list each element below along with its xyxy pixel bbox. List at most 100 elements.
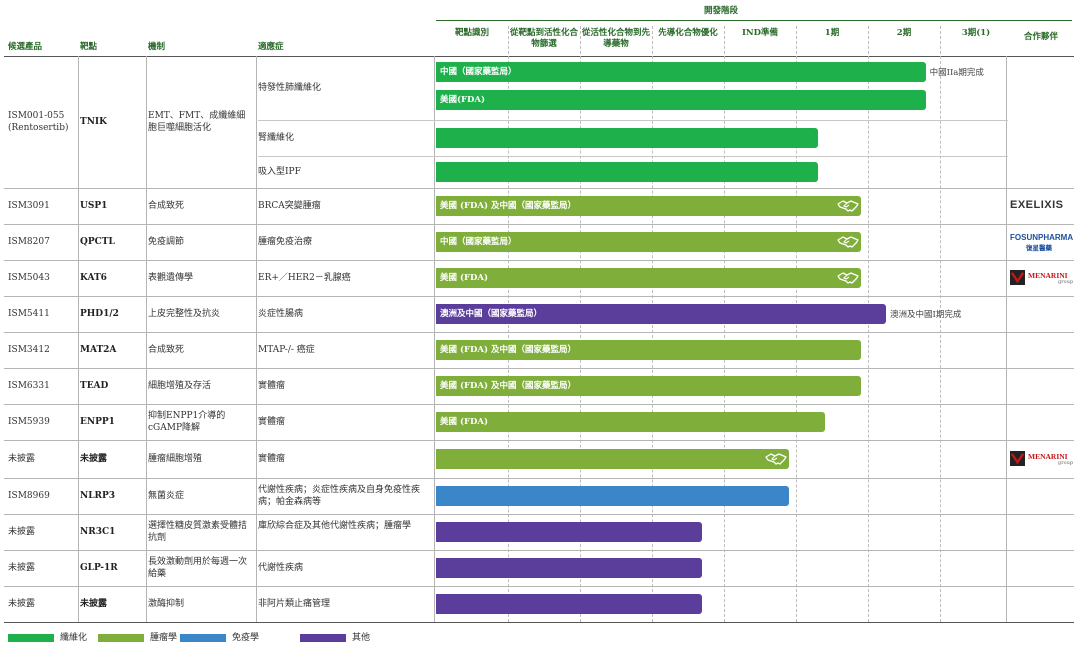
legend-item-fibrosis: 纖維化 bbox=[8, 632, 118, 644]
mechanism-text: 腫瘤細胞增殖 bbox=[148, 454, 203, 464]
indication-text: 非阿片類止痛管理 bbox=[258, 599, 331, 609]
candidate-name: 未披露 bbox=[8, 527, 36, 537]
handshake-icon bbox=[837, 200, 859, 212]
row-divider bbox=[4, 404, 1074, 405]
candidate-name: ISM3412 bbox=[8, 345, 50, 355]
stage-header-1: 靶點識別 bbox=[454, 28, 489, 38]
pipeline-bar: 中國（國家藥監局） bbox=[436, 62, 926, 82]
candidate-name: ISM8969 bbox=[8, 491, 50, 501]
indication-divider bbox=[258, 120, 1008, 121]
legend-item-immunology: 免疫學 bbox=[180, 632, 290, 644]
mechanism-text: 免疫調節 bbox=[148, 237, 185, 247]
indication-text: 炎症性腸病 bbox=[258, 309, 304, 319]
stage-divider-1 bbox=[508, 26, 509, 622]
bar-status-note: 澳洲及中國I期完成 bbox=[890, 310, 962, 320]
target-name: MAT2A bbox=[80, 345, 117, 355]
handshake-icon bbox=[837, 236, 859, 248]
legend-label: 其他 bbox=[352, 633, 371, 643]
bar-label: 美國 (FDA) 及中國（國家藥監局） bbox=[440, 381, 576, 391]
legend-label: 腫瘤學 bbox=[150, 633, 178, 643]
target-name: NLRP3 bbox=[80, 491, 116, 501]
candidate-name: ISM5939 bbox=[8, 417, 50, 427]
target-name: NR3C1 bbox=[80, 527, 116, 537]
pipeline-bar bbox=[436, 594, 703, 614]
pipeline-bar bbox=[436, 449, 789, 469]
legend-item-other: 其他 bbox=[300, 632, 410, 644]
indication-text: ER+／HER2－乳腺癌 bbox=[258, 273, 351, 283]
menarini-mark-icon bbox=[1010, 451, 1025, 466]
header-bottom-rule bbox=[4, 56, 1074, 57]
fosun-logo: FOSUNPHARMA bbox=[1010, 233, 1074, 242]
pipeline-bar bbox=[436, 522, 703, 542]
indication-text: 實體瘤 bbox=[258, 381, 286, 391]
stage-divider-7 bbox=[940, 26, 941, 622]
candidate-name: ISM5043 bbox=[8, 273, 50, 283]
stage-divider-2 bbox=[580, 26, 581, 622]
mechanism-text: 合成致死 bbox=[148, 201, 185, 211]
target-name: 未披露 bbox=[80, 599, 108, 609]
bar-label: 中國（國家藥監局） bbox=[440, 67, 517, 77]
stage-divider-5 bbox=[796, 26, 797, 622]
mechanism-text: 長效激動劑用於每週一次給藥 bbox=[148, 557, 248, 579]
bar-label: 美國 (FDA) 及中國（國家藥監局） bbox=[440, 201, 576, 211]
legend-label: 免疫學 bbox=[232, 633, 260, 643]
mechanism-text: 選擇性糖皮質激素受體拮抗劑 bbox=[148, 521, 248, 543]
target-name: GLP-1R bbox=[80, 563, 118, 573]
row-divider bbox=[4, 188, 1074, 189]
stage-header-4: 先導化合物優化 bbox=[658, 28, 718, 38]
target-name: PHD1/2 bbox=[80, 309, 119, 319]
row-divider bbox=[4, 260, 1074, 261]
mechanism-text: 上皮完整性及抗炎 bbox=[148, 309, 221, 319]
pipeline-bar bbox=[436, 486, 789, 506]
pipeline-bar: 美國 (FDA) 及中國（國家藥監局） bbox=[436, 196, 861, 216]
row-divider bbox=[4, 368, 1074, 369]
fosun-logo-sub: 復星醫藥 bbox=[1026, 244, 1052, 252]
pipeline-bar bbox=[436, 558, 703, 578]
candidate-name: 未披露 bbox=[8, 599, 36, 609]
stage-header-3: 從活性化合物到先導藥物 bbox=[581, 28, 650, 49]
target-name: QPCTL bbox=[80, 237, 115, 247]
menarini-logo-sub: group bbox=[1058, 279, 1074, 285]
indication-text: 實體瘤 bbox=[258, 417, 286, 427]
indication-text: 庫欣綜合症及其他代謝性疾病；腫瘤學 bbox=[258, 521, 412, 531]
legend-swatch bbox=[8, 634, 54, 642]
candidate-name: ISM6331 bbox=[8, 381, 50, 391]
indication-text: MTAP-/- 癌症 bbox=[258, 345, 315, 355]
candidate-name: 未披露 bbox=[8, 454, 36, 464]
target-name: ENPP1 bbox=[80, 417, 115, 427]
row-divider bbox=[4, 296, 1074, 297]
bar-label: 美國 (FDA) bbox=[440, 273, 489, 283]
indication-text: 代謝性疾病；炎症性疾病及自身免疫性疾病；帕金森病等 bbox=[258, 485, 421, 507]
bar-label: 美國(FDA) bbox=[440, 95, 486, 105]
candidate-name: ISM8207 bbox=[8, 237, 50, 247]
row-divider bbox=[4, 332, 1074, 333]
legend-swatch bbox=[98, 634, 144, 642]
column-divider-4 bbox=[434, 56, 435, 622]
candidate-name: ISM5411 bbox=[8, 309, 50, 319]
indication-text: 腫瘤免疫治療 bbox=[258, 237, 313, 247]
mechanism-text: EMT、FMT、成纖維細胞巨噬細胞活化 bbox=[148, 111, 246, 133]
row-divider bbox=[4, 478, 1074, 479]
stage-divider-3 bbox=[652, 26, 653, 622]
stage-divider-6 bbox=[868, 26, 869, 622]
header-indication: 適應症 bbox=[258, 42, 284, 52]
mechanism-text: 表觀遺傳學 bbox=[148, 273, 194, 283]
pipeline-bar bbox=[436, 128, 818, 148]
row-divider bbox=[4, 440, 1074, 441]
mechanism-text: 無菌炎症 bbox=[148, 491, 185, 501]
stage-header-2: 從靶點到活性化合物篩選 bbox=[509, 28, 578, 49]
row-divider bbox=[4, 586, 1074, 587]
legend-swatch bbox=[300, 634, 346, 642]
candidate-alias: (Rentosertib) bbox=[8, 123, 69, 133]
legend-item-oncology: 腫瘤學 bbox=[98, 632, 208, 644]
row-divider bbox=[4, 550, 1074, 551]
stage-header-8: 3期(1) bbox=[961, 28, 991, 38]
handshake-icon bbox=[837, 272, 859, 284]
stage-header-7: 2期 bbox=[896, 28, 912, 38]
column-divider-5 bbox=[1006, 56, 1007, 622]
stage-group-heading: 開發階段 bbox=[703, 6, 738, 16]
target-name: KAT6 bbox=[80, 273, 107, 283]
candidate-name: ISM001-055 bbox=[8, 111, 65, 121]
column-divider-1 bbox=[78, 56, 79, 622]
target-name: USP1 bbox=[80, 201, 108, 211]
